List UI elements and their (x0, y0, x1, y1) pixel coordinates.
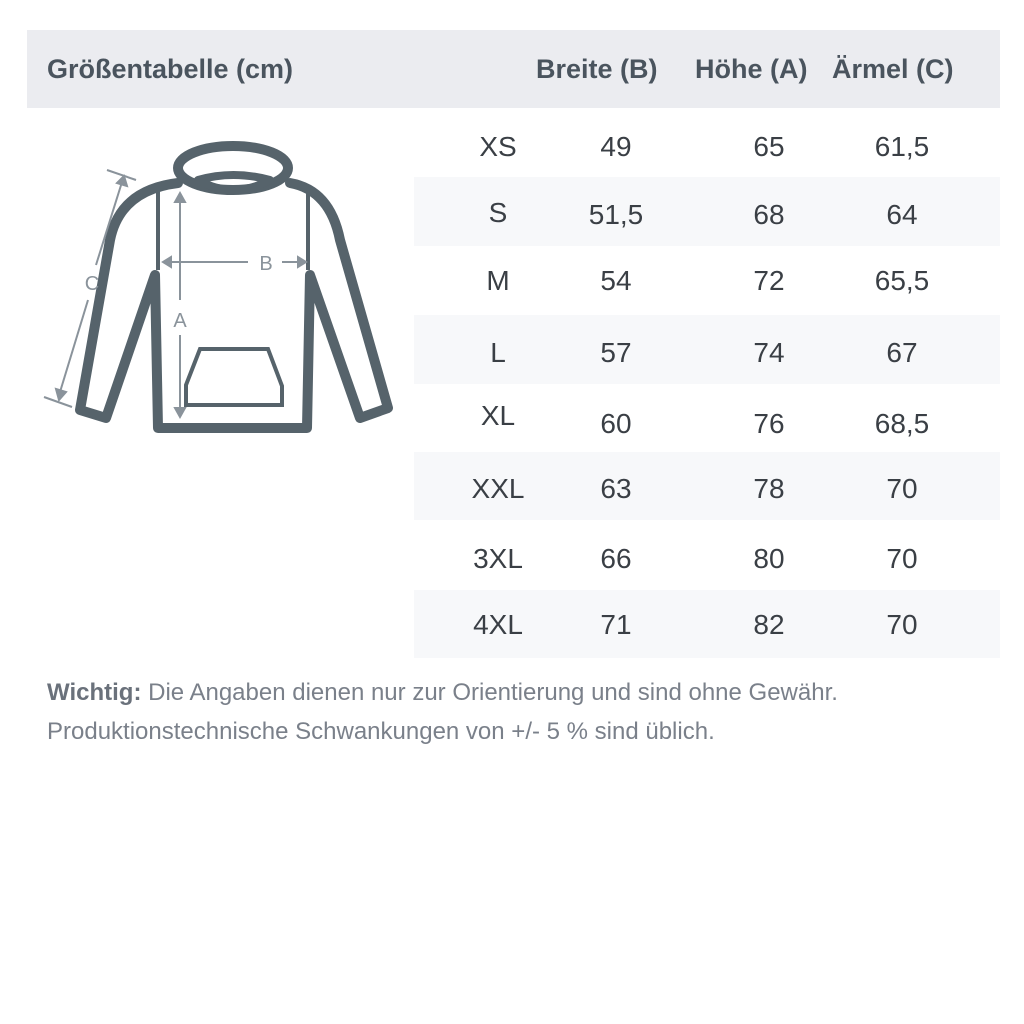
size-cell: 3XL (473, 543, 523, 574)
table-row: L 57 74 67 (414, 315, 1000, 384)
table-row: S 51,5 68 64 (414, 177, 1000, 246)
value-cell: 71 (600, 609, 632, 640)
size-cell: M (486, 265, 510, 296)
hoodie-diagram: B A C (43, 141, 393, 433)
size-cell: XXL (471, 473, 525, 504)
note-bold: Wichtig: (47, 679, 142, 706)
pocket (184, 347, 284, 407)
value-cell: 67 (886, 337, 918, 368)
value-cell: 49 (600, 131, 632, 162)
table-row: M 54 72 65,5 (414, 246, 1000, 315)
table-row: 3XL 66 80 70 (414, 520, 1000, 590)
table-row: XS 49 65 61,5 (414, 112, 1000, 177)
value-cell: 64 (886, 199, 918, 230)
value-cell: 66 (600, 543, 632, 574)
size-cell: 4XL (473, 609, 523, 640)
value-cell: 54 (600, 265, 632, 296)
label-a: A (173, 310, 187, 332)
table-row: 4XL 71 82 70 (414, 590, 1000, 658)
value-cell: 70 (886, 609, 918, 640)
note-line-2: Produktionstechnische Schwankungen von +… (47, 718, 715, 745)
column-header-sleeve: Ärmel (C) (832, 54, 954, 84)
column-header-width: Breite (B) (536, 54, 658, 84)
table-title: Größentabelle (cm) (47, 54, 294, 84)
value-cell: 68 (753, 199, 785, 230)
table-header: Größentabelle (cm) Breite (B) Höhe (A) Ä… (27, 30, 1000, 108)
size-cell: S (488, 197, 508, 228)
value-cell: 65 (753, 131, 785, 162)
value-cell: 80 (753, 543, 785, 574)
size-cell: L (490, 337, 506, 368)
label-b: B (259, 253, 272, 275)
hoodie-body (75, 178, 393, 433)
table-row: XL 60 76 68,5 (414, 384, 1000, 452)
value-cell: 63 (600, 473, 632, 504)
value-cell: 65,5 (874, 265, 930, 296)
table-row: XXL 63 78 70 (414, 452, 1000, 520)
value-cell: 60 (600, 408, 632, 439)
note-line-1: Wichtig: Die Angaben dienen nur zur Orie… (47, 679, 838, 706)
size-cell: XL (480, 400, 516, 431)
value-cell: 78 (753, 473, 785, 504)
size-cell: XS (479, 131, 517, 162)
value-cell: 72 (753, 265, 785, 296)
value-cell: 70 (886, 543, 918, 574)
value-cell: 68,5 (874, 408, 930, 439)
value-cell: 76 (753, 408, 785, 439)
value-cell: 74 (753, 337, 785, 368)
value-cell: 61,5 (874, 131, 930, 162)
label-c: C (85, 273, 99, 295)
column-header-height: Höhe (A) (695, 54, 808, 84)
value-cell: 70 (886, 473, 918, 504)
value-cell: 57 (600, 337, 632, 368)
value-cell: 82 (753, 609, 785, 640)
value-cell: 51,5 (588, 199, 644, 230)
